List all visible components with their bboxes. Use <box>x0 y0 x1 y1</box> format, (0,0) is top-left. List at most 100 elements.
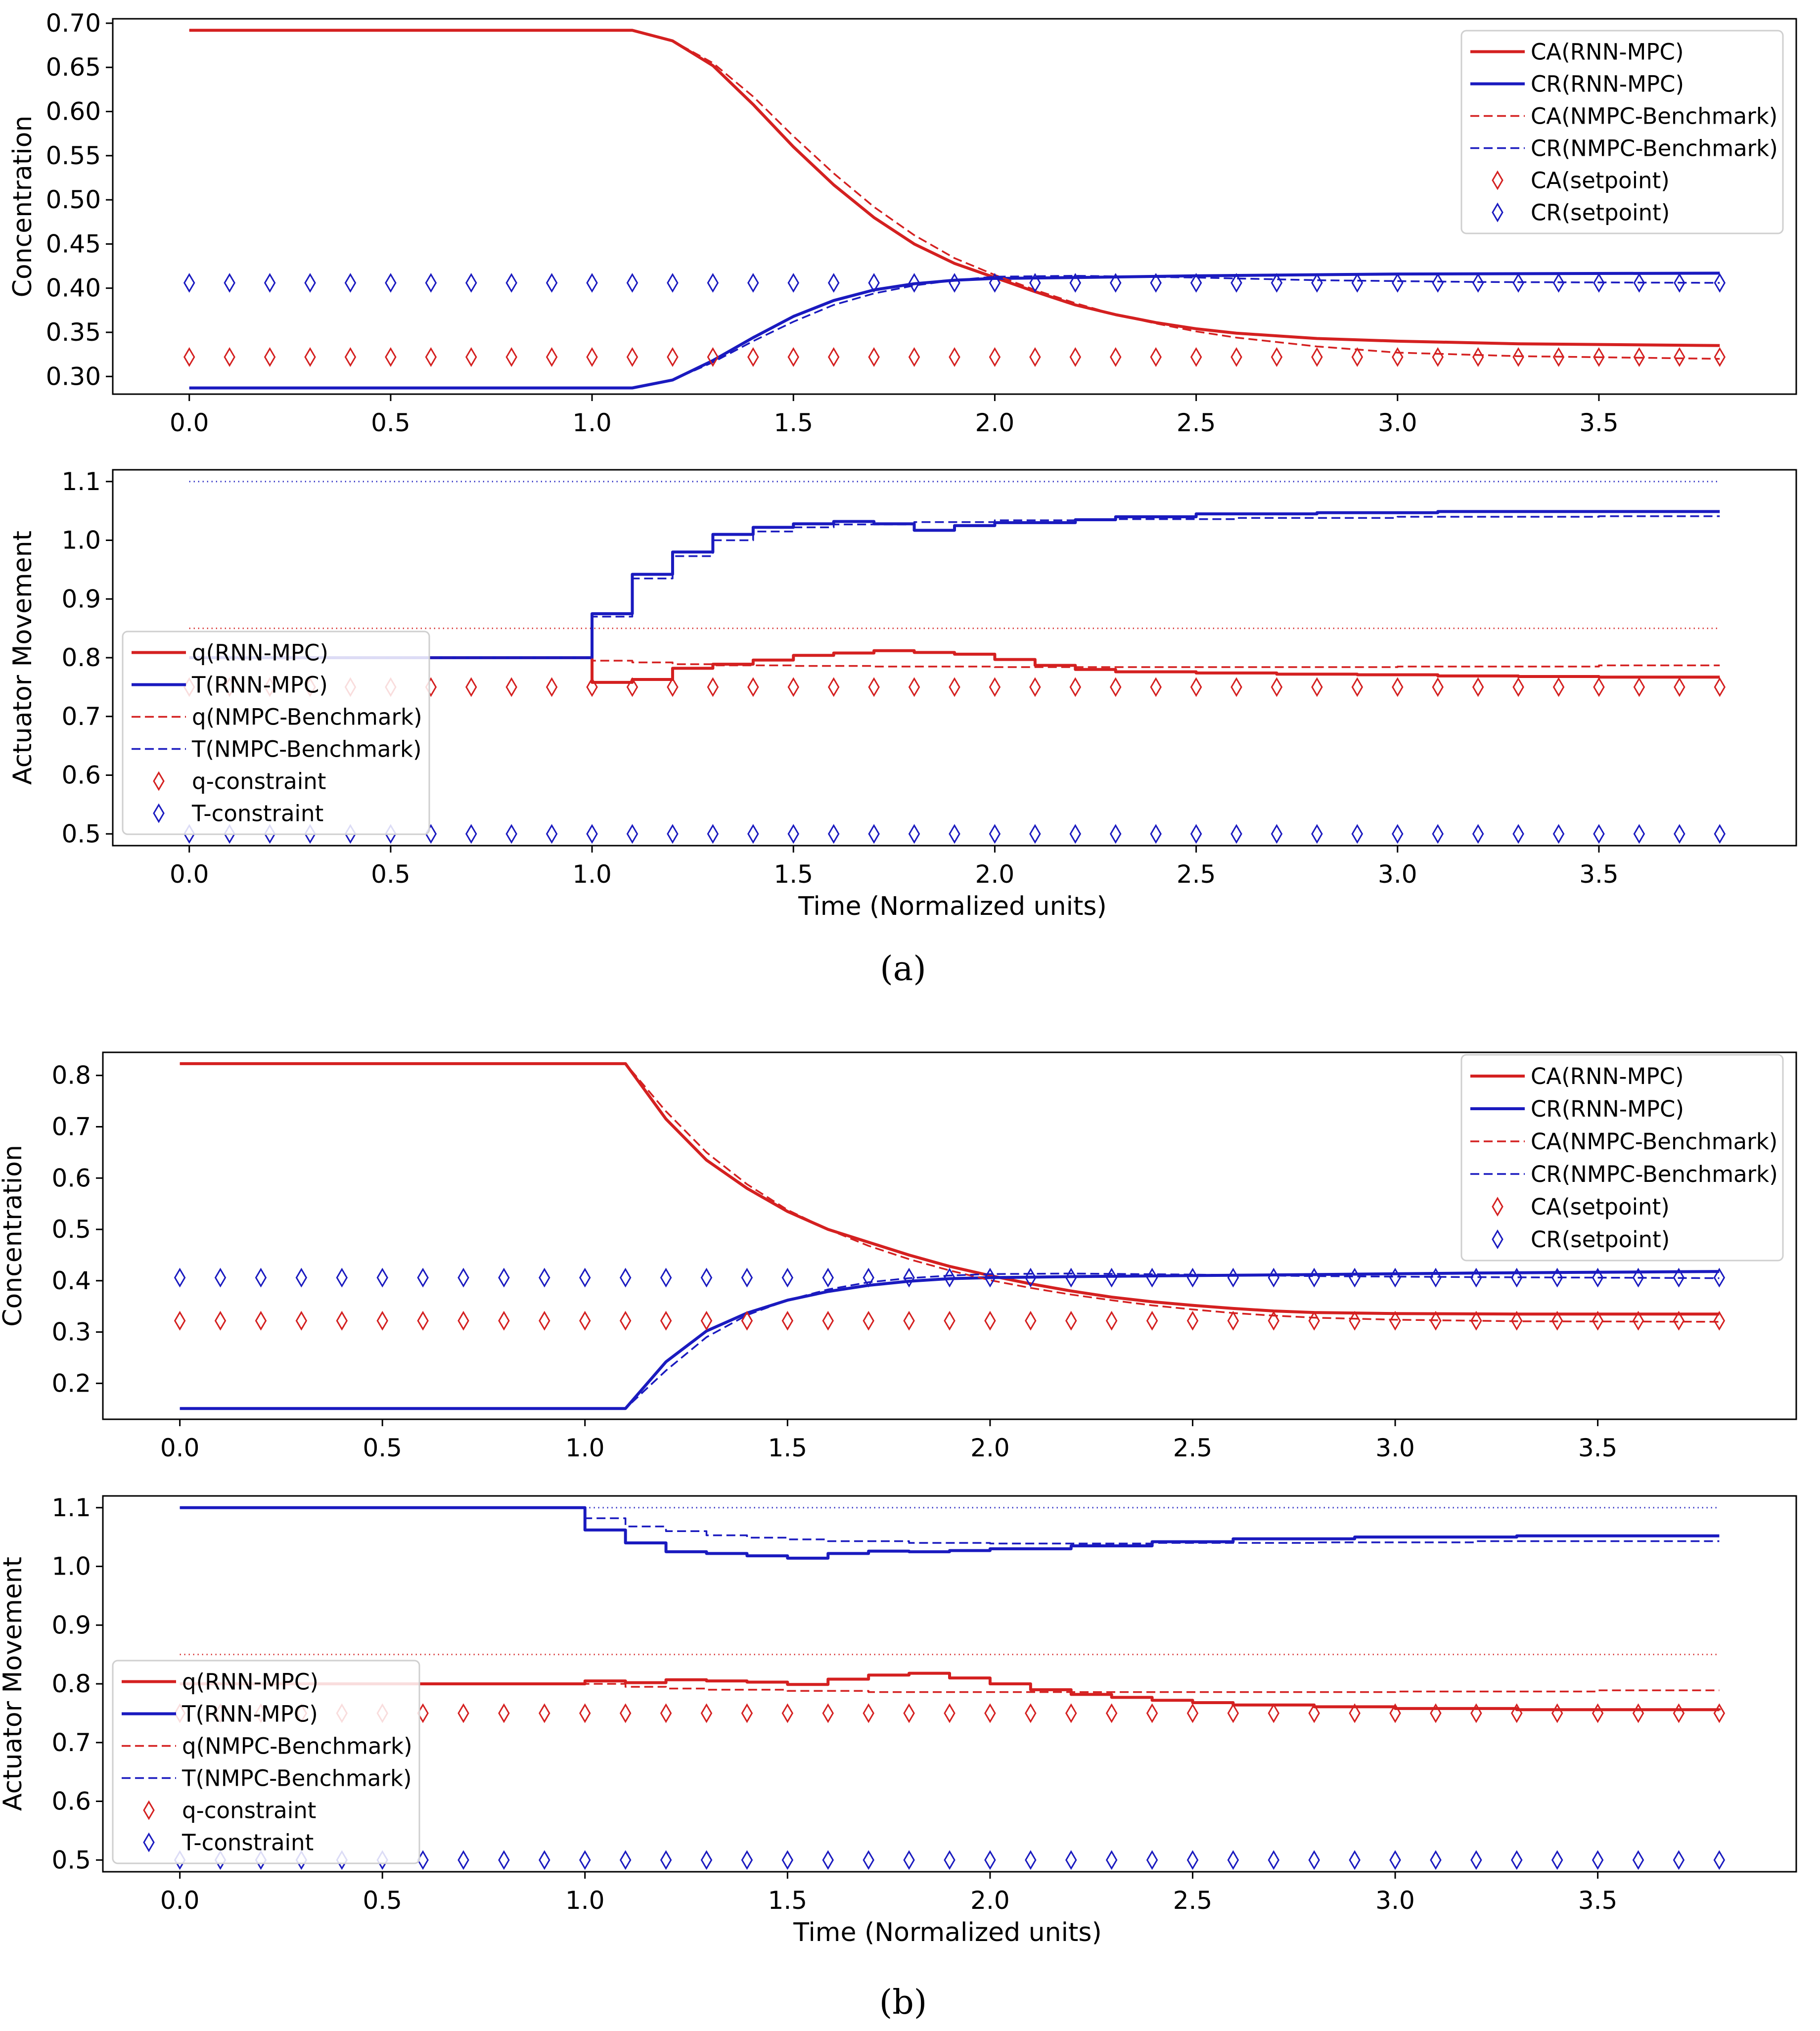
marker-point <box>863 1703 874 1723</box>
marker-point <box>264 273 276 293</box>
marker-point <box>1472 824 1484 844</box>
legend-label: q(NMPC-Benchmark) <box>182 1733 412 1760</box>
y-tick-label: 0.7 <box>51 1112 91 1141</box>
x-tick-label: 3.0 <box>1378 860 1417 889</box>
x-tick-label: 2.0 <box>975 860 1015 889</box>
marker-point <box>660 1310 672 1331</box>
marker-point <box>1029 677 1041 697</box>
x-tick-label: 1.0 <box>565 1886 605 1915</box>
y-tick-label: 1.0 <box>51 1552 91 1581</box>
y-tick-label: 1.1 <box>61 467 101 496</box>
x-axis-label: Time (Normalized units) <box>793 1918 1102 1947</box>
legend-swatch <box>153 803 165 823</box>
marker-point <box>1065 1850 1077 1870</box>
marker-point <box>868 273 880 293</box>
marker-point <box>667 824 679 844</box>
marker-point <box>1673 1310 1685 1331</box>
marker-point <box>174 1310 186 1331</box>
y-axis-label: Actuator Movement <box>0 1557 28 1811</box>
legend-label: CA(RNN-MPC) <box>1531 39 1684 65</box>
marker-point <box>1271 677 1283 697</box>
legend: q(RNN-MPC) T(RNN-MPC) q(NMPC-Benchmark) T(N… <box>112 1660 420 1864</box>
marker-point <box>747 273 759 293</box>
marker-point <box>1713 1703 1726 1723</box>
marker-point <box>579 1267 591 1288</box>
marker-point <box>546 677 558 697</box>
marker-point <box>417 1310 429 1331</box>
marker-point <box>183 347 195 367</box>
marker-point <box>667 273 679 293</box>
legend-label: CR(RNN-MPC) <box>1531 1096 1684 1122</box>
marker-point <box>903 1267 915 1288</box>
marker-point <box>539 1310 550 1331</box>
marker-point <box>989 273 1001 293</box>
legend-label: T-constraint <box>182 1830 314 1856</box>
series-ca-setpoint <box>183 347 1726 367</box>
marker-point <box>505 677 517 697</box>
marker-point <box>1633 347 1645 367</box>
axes-frame <box>102 1051 1797 1420</box>
marker-point <box>1674 677 1685 697</box>
marker-point <box>700 1267 713 1288</box>
marker-point <box>214 1267 227 1288</box>
marker-point <box>457 1310 469 1331</box>
marker-point <box>336 1310 348 1331</box>
marker-point <box>626 677 638 697</box>
marker-point <box>1392 824 1404 844</box>
marker-point <box>1271 347 1283 367</box>
x-tick-label: 3.0 <box>1375 1434 1415 1462</box>
y-tick-label: 0.9 <box>61 585 101 613</box>
legend-label: T-constraint <box>191 801 323 827</box>
series-t-nmpc-benchmark <box>180 1507 1720 1544</box>
marker-point <box>903 1310 915 1331</box>
marker-point <box>586 273 598 293</box>
marker-point <box>1512 347 1524 367</box>
marker-point <box>1150 677 1162 697</box>
legend-label: q(RNN-MPC) <box>182 1669 318 1695</box>
marker-point <box>903 1850 915 1870</box>
marker-point <box>619 1310 632 1331</box>
marker-point <box>385 347 397 367</box>
marker-point <box>1632 1267 1644 1288</box>
marker-point <box>465 273 477 293</box>
legend-frame <box>1460 1054 1784 1262</box>
chart-a-actuator: 0.0 0.5 1.0 1.5 2.0 2.5 3.0 3.5 0.5 0.6 0.7 0.8 0.9 1… <box>8 467 1797 921</box>
marker-point <box>1029 347 1041 367</box>
marker-point <box>586 347 598 367</box>
marker-point <box>1186 1850 1199 1870</box>
marker-point <box>822 1850 834 1870</box>
marker-point <box>989 824 1001 844</box>
marker-point <box>1432 824 1444 844</box>
marker-point <box>1311 677 1323 697</box>
marker-point <box>1271 824 1283 844</box>
y-tick-label: 0.5 <box>51 1215 91 1244</box>
x-tick-label: 3.5 <box>1579 408 1619 437</box>
marker-point <box>1230 347 1242 367</box>
marker-point <box>626 273 638 293</box>
marker-point <box>667 677 679 697</box>
marker-point <box>747 347 759 367</box>
marker-point <box>660 1703 672 1723</box>
marker-point <box>700 1310 713 1331</box>
chart-a-concentration: 0.0 0.5 1.0 1.5 2.0 2.5 3.0 3.5 0.30 0.35 0.40 0.45… <box>8 9 1797 437</box>
legend-label: CR(RNN-MPC) <box>1531 71 1684 97</box>
y-tick-label: 0.3 <box>51 1318 91 1347</box>
legend-label: CA(NMPC-Benchmark) <box>1531 1128 1777 1155</box>
marker-point <box>949 824 960 844</box>
y-tick-label: 0.5 <box>61 819 101 848</box>
marker-point <box>264 347 276 367</box>
marker-point <box>1351 347 1364 367</box>
marker-point <box>1430 1310 1442 1331</box>
marker-point <box>1230 677 1242 697</box>
marker-point <box>1552 273 1565 293</box>
marker-point <box>863 1310 874 1331</box>
marker-point <box>224 273 235 293</box>
marker-point <box>539 1703 550 1723</box>
marker-point <box>1109 273 1122 293</box>
legend-label: q-constraint <box>182 1798 316 1824</box>
panel-label-a: (a) <box>880 949 926 989</box>
y-tick-label: 0.70 <box>46 9 101 38</box>
marker-point <box>949 677 960 697</box>
marker-point <box>1150 824 1162 844</box>
marker-point <box>183 273 195 293</box>
